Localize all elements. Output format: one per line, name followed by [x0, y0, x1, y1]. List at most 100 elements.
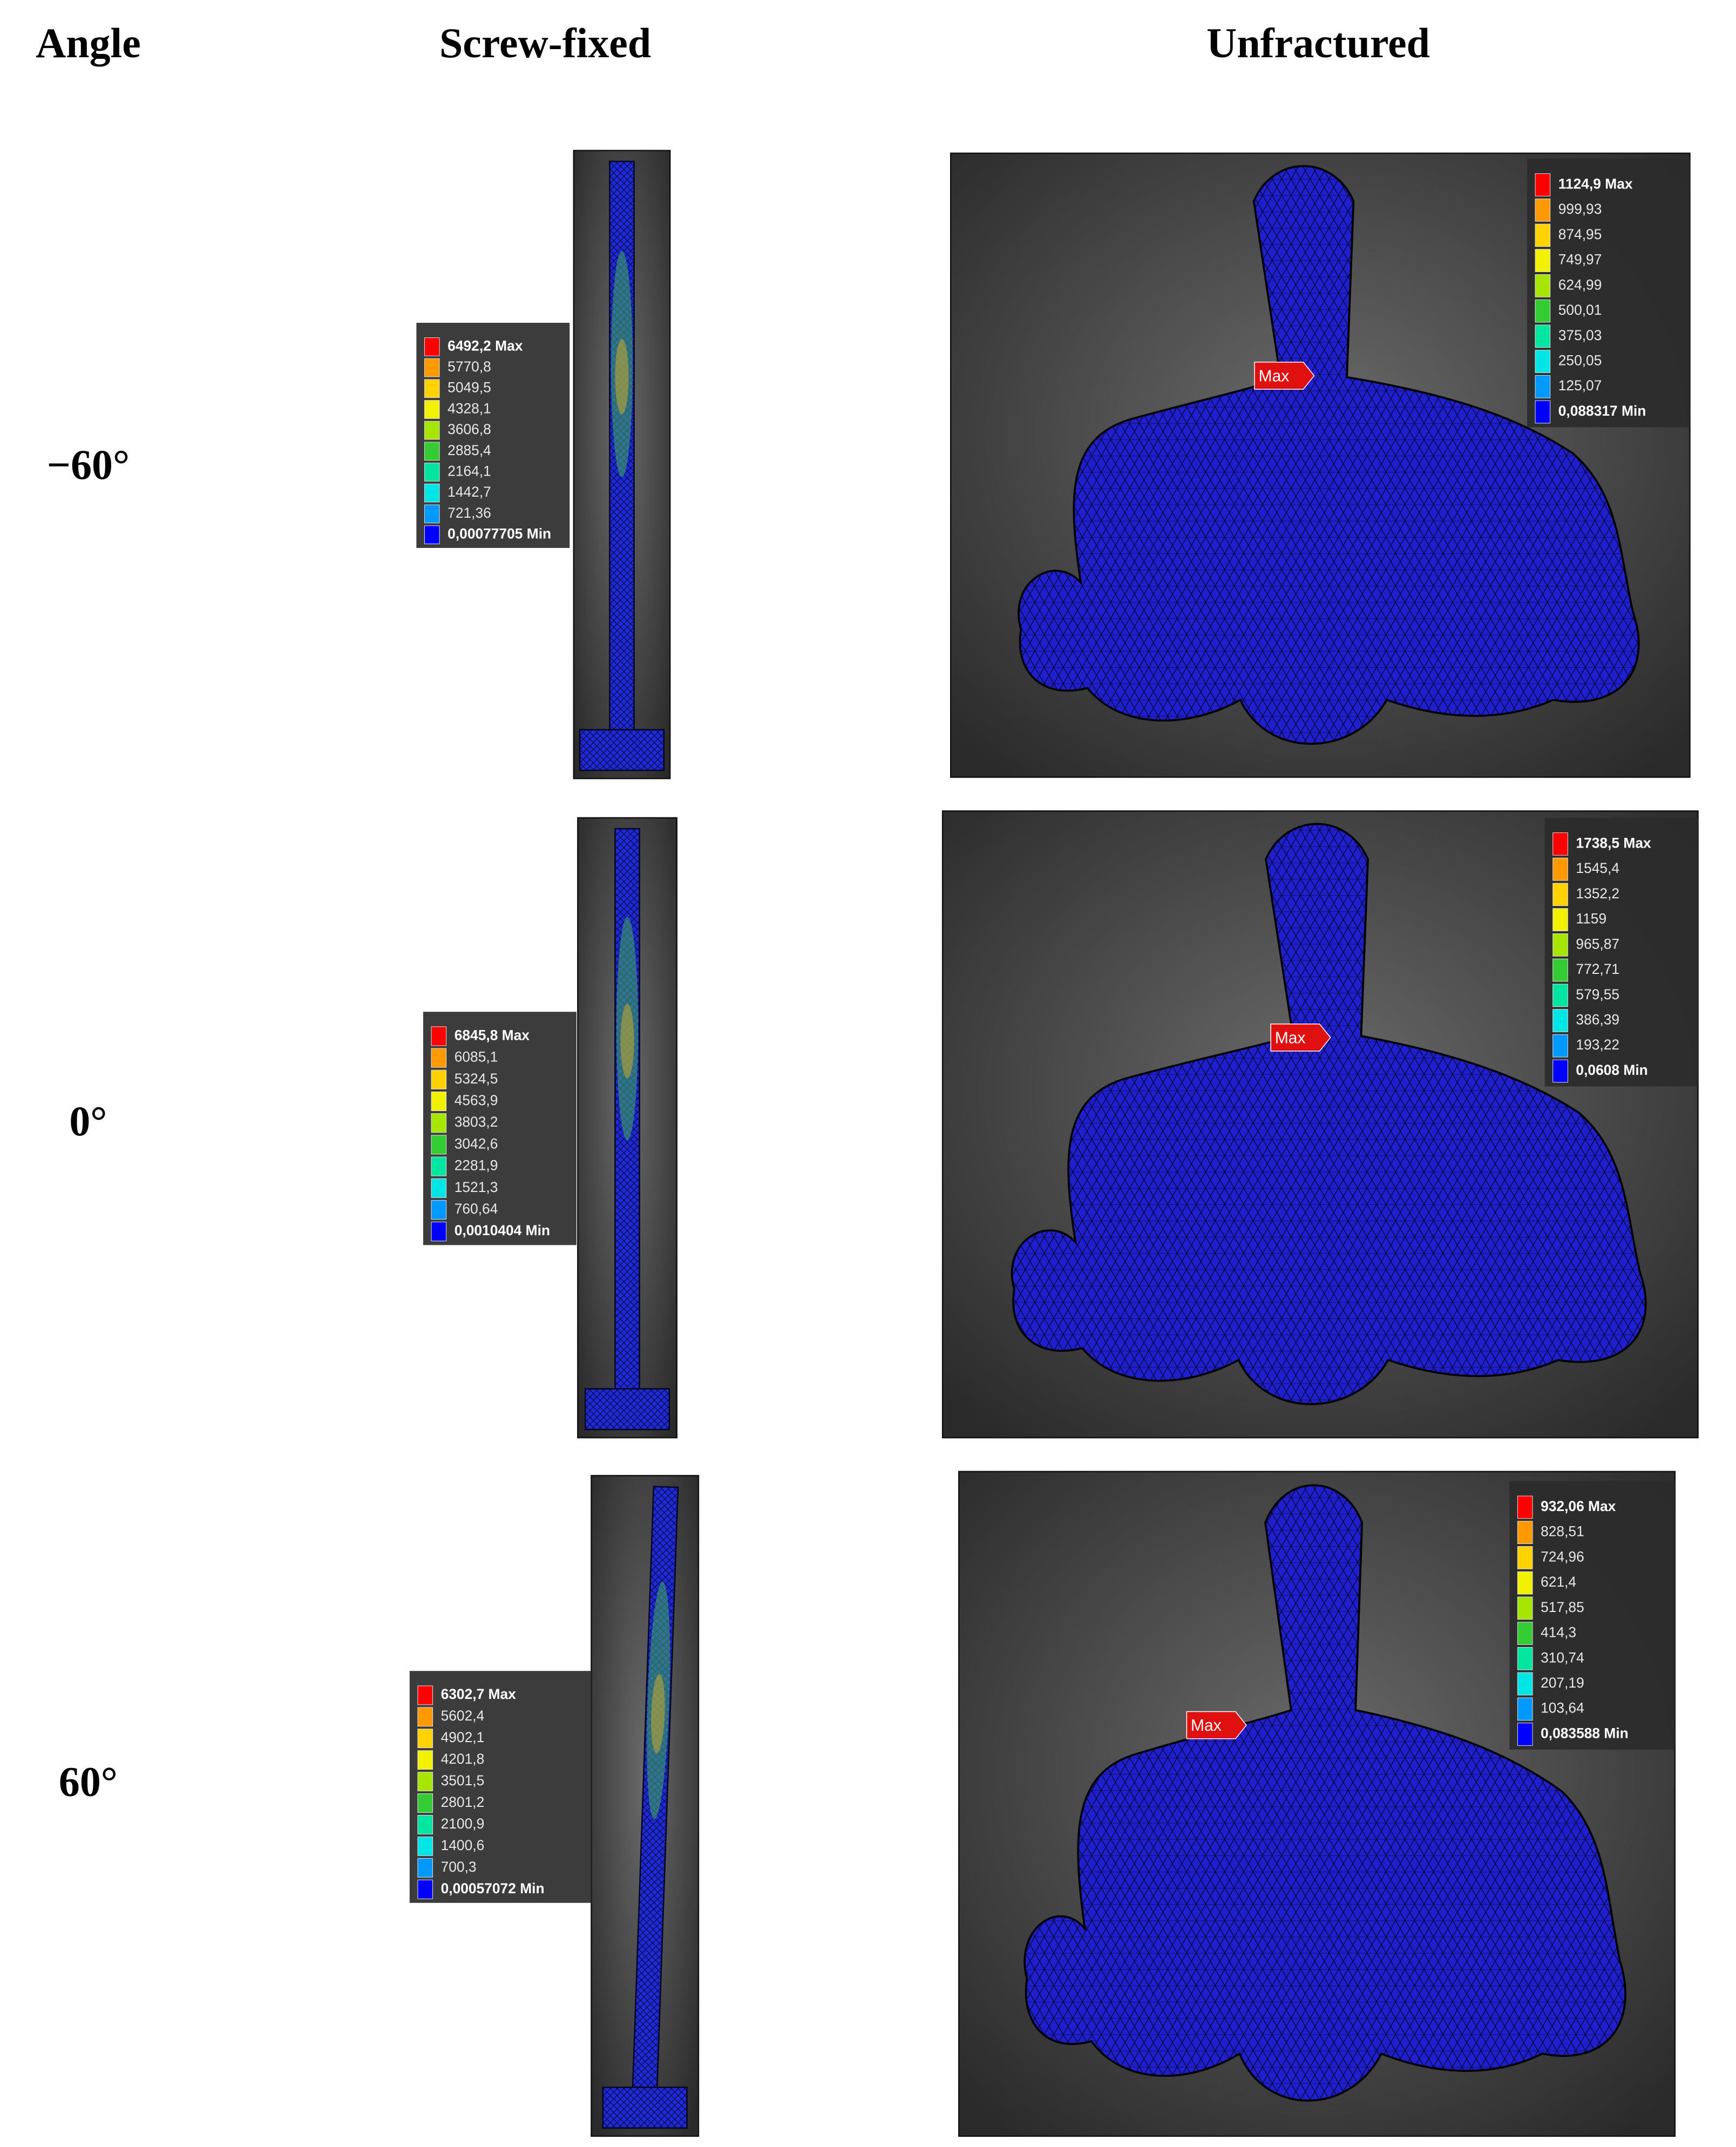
legend-label: 4328,1	[447, 400, 491, 416]
legend-swatch	[1552, 908, 1568, 931]
legend-label: 1521,3	[455, 1179, 498, 1195]
legend-swatch	[431, 1200, 447, 1220]
legend-swatch	[1535, 350, 1551, 373]
legend-label: 1159	[1576, 911, 1606, 927]
legend-label: 999,93	[1558, 201, 1602, 217]
legend-box	[423, 1012, 577, 1245]
legend-swatch	[1517, 1521, 1533, 1545]
legend-label: 932,06 Max	[1541, 1498, 1616, 1514]
legend-swatch	[1535, 400, 1551, 424]
vertebra	[1011, 823, 1647, 1405]
legend-label: 579,55	[1576, 986, 1619, 1003]
legend-swatch	[1517, 1495, 1533, 1519]
legend-swatch	[1517, 1647, 1533, 1670]
legend-swatch	[1552, 883, 1568, 906]
legend-label: 207,19	[1541, 1675, 1584, 1691]
legend-swatch	[424, 463, 440, 482]
angle-label: −60°	[47, 442, 130, 488]
legend-label: 5324,5	[455, 1071, 498, 1087]
header-unfractured: Unfractured	[1206, 20, 1430, 66]
legend-swatch	[1517, 1571, 1533, 1595]
legend-swatch	[1535, 173, 1551, 197]
legend-swatch	[417, 1750, 433, 1770]
legend-label: 965,87	[1576, 936, 1619, 952]
legend-label: 2801,2	[441, 1794, 485, 1810]
legend-label: 724,96	[1541, 1548, 1584, 1564]
legend-label: 2885,4	[447, 442, 491, 458]
vertebra	[1018, 165, 1640, 745]
legend-swatch	[417, 1707, 433, 1727]
legend-label: 828,51	[1541, 1523, 1584, 1540]
legend-swatch	[1552, 832, 1568, 856]
legend-box	[1527, 158, 1690, 428]
header-angle: Angle	[36, 20, 141, 66]
legend-label: 6845,8 Max	[455, 1027, 530, 1043]
legend-swatch	[1517, 1723, 1533, 1746]
legend-label: 1124,9 Max	[1558, 175, 1633, 192]
legend-label: 0,088317 Min	[1558, 403, 1646, 419]
angle-label: 60°	[59, 1759, 118, 1805]
legend-swatch	[1552, 984, 1568, 1007]
legend-swatch	[424, 504, 440, 524]
legend-swatch	[417, 1772, 433, 1792]
angle-label: 0°	[69, 1098, 107, 1144]
legend-swatch	[431, 1156, 447, 1176]
legend-swatch	[431, 1069, 447, 1089]
legend-swatch	[1535, 249, 1551, 272]
legend-label: 250,05	[1558, 353, 1602, 369]
legend-label: 1545,4	[1576, 860, 1619, 876]
legend-swatch	[1552, 1059, 1568, 1083]
legend-label: 5049,5	[447, 380, 491, 396]
legend-swatch	[431, 1222, 447, 1242]
legend-label: 5770,8	[447, 358, 491, 375]
legend-label: 1400,6	[441, 1837, 485, 1853]
legend-swatch	[1517, 1697, 1533, 1721]
legend-swatch	[424, 483, 440, 503]
vertebra	[1023, 1484, 1626, 2102]
legend-swatch	[424, 337, 440, 356]
legend-label: 3606,8	[447, 421, 491, 437]
legend-swatch	[1552, 958, 1568, 982]
legend-label: 721,36	[447, 505, 491, 521]
screw	[609, 160, 635, 730]
legend-swatch	[1552, 933, 1568, 957]
legend-label: 1442,7	[447, 484, 491, 500]
legend-label: 500,01	[1558, 302, 1602, 318]
legend-swatch	[1535, 299, 1551, 323]
legend-swatch	[424, 525, 440, 544]
stress-peak	[651, 1674, 665, 1753]
legend-swatch	[431, 1026, 447, 1046]
screw	[614, 828, 640, 1390]
legend-box	[416, 322, 570, 548]
legend-swatch	[417, 1858, 433, 1878]
legend-swatch	[431, 1113, 447, 1133]
legend-label: 700,3	[441, 1859, 477, 1875]
legend-swatch	[1535, 375, 1551, 398]
legend-swatch	[424, 400, 440, 419]
legend-label: 414,3	[1541, 1624, 1576, 1641]
max-marker	[1254, 362, 1315, 390]
stress-peak	[615, 338, 629, 415]
legend-swatch	[424, 442, 440, 461]
legend-label: 193,22	[1576, 1037, 1619, 1053]
legend-label: 5602,4	[441, 1708, 485, 1724]
legend-swatch	[431, 1048, 447, 1068]
legend-label: 0,083588 Min	[1541, 1725, 1629, 1741]
legend-label: 1738,5 Max	[1576, 835, 1651, 851]
legend-label: 6302,7 Max	[441, 1686, 517, 1702]
max-marker-label: Max	[1191, 1717, 1222, 1735]
legend-swatch	[424, 379, 440, 398]
legend-label: 4563,9	[455, 1092, 498, 1108]
max-marker-label: Max	[1275, 1029, 1306, 1047]
header-screw-fixed: Screw-fixed	[439, 20, 651, 66]
legend-swatch	[424, 421, 440, 440]
legend-label: 4902,1	[441, 1729, 485, 1745]
legend-label: 4201,8	[441, 1751, 485, 1767]
legend-label: 2281,9	[455, 1157, 498, 1174]
legend-box	[409, 1671, 592, 1903]
legend-swatch	[417, 1836, 433, 1856]
legend-label: 2100,9	[441, 1816, 485, 1832]
legend-swatch	[431, 1178, 447, 1198]
